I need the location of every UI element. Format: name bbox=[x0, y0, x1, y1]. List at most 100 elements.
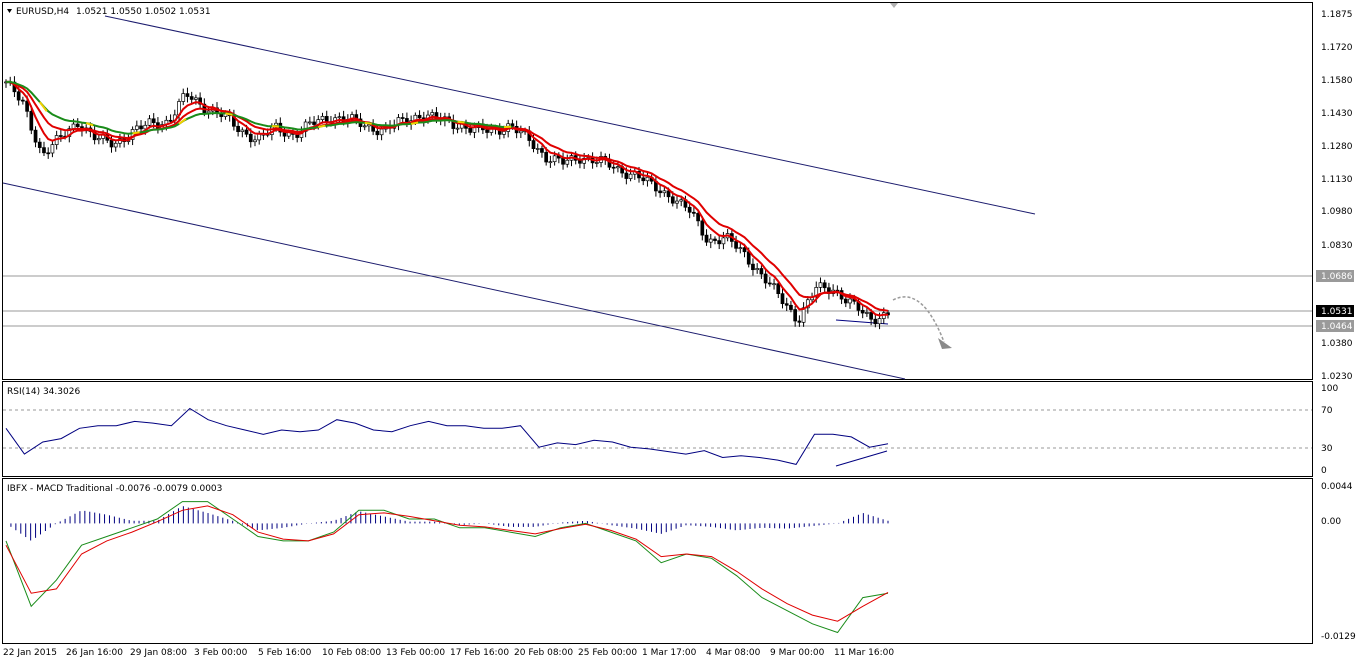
candle-body bbox=[152, 119, 155, 123]
candle-body bbox=[114, 143, 117, 147]
candle-body bbox=[709, 239, 712, 242]
candle-body bbox=[739, 248, 742, 249]
candle-body bbox=[768, 283, 771, 284]
candle-body bbox=[823, 283, 826, 288]
ma-yellow-dash bbox=[458, 122, 465, 123]
candle-body bbox=[418, 115, 421, 118]
price-tick: 1.1430 bbox=[1321, 109, 1353, 119]
candle-body bbox=[874, 319, 877, 324]
candle-body bbox=[148, 119, 151, 126]
time-axis: 22 Jan 2015 26 Jan 16:00 29 Jan 08:00 3 … bbox=[3, 648, 894, 658]
candle-body bbox=[675, 201, 678, 203]
time-tick: 4 Mar 08:00 bbox=[706, 648, 761, 658]
candle-body bbox=[705, 235, 708, 242]
candle-body bbox=[849, 299, 852, 303]
candle-body bbox=[718, 241, 721, 244]
time-tick: 5 Feb 16:00 bbox=[258, 648, 312, 658]
candle-body bbox=[789, 305, 792, 309]
candle-body bbox=[190, 97, 193, 100]
rsi-divergence-line[interactable] bbox=[836, 451, 887, 466]
candle-body bbox=[140, 126, 143, 129]
candle-body bbox=[667, 191, 670, 197]
candle-body bbox=[321, 116, 324, 119]
price-badge-text: 1.0464 bbox=[1321, 322, 1353, 332]
candle-body bbox=[380, 129, 383, 135]
ma-yellow-dash bbox=[40, 102, 47, 111]
chart-menu-triangle-icon[interactable] bbox=[7, 9, 12, 13]
macd-signal-line bbox=[6, 506, 888, 621]
ma-red-fast-line bbox=[6, 82, 888, 316]
rsi-tick: 30 bbox=[1321, 444, 1333, 454]
candle-body bbox=[110, 140, 113, 147]
shift-marker-icon[interactable] bbox=[890, 3, 898, 8]
candle-body bbox=[17, 92, 20, 100]
candle-body bbox=[241, 130, 244, 132]
candle-body bbox=[363, 126, 366, 127]
candle-body bbox=[338, 117, 341, 118]
channel-upper-line[interactable] bbox=[105, 16, 1035, 214]
time-tick: 25 Feb 00:00 bbox=[578, 648, 637, 658]
candle-body bbox=[735, 241, 738, 248]
forecast-arrow-path bbox=[893, 297, 944, 342]
candle-body bbox=[870, 312, 873, 319]
candle-body bbox=[680, 200, 683, 201]
candle-body bbox=[785, 304, 788, 306]
candle-body bbox=[764, 274, 767, 283]
candle-body bbox=[401, 118, 404, 119]
candle-body bbox=[536, 148, 539, 149]
candle-body bbox=[182, 94, 185, 102]
price-badge-text: 1.0531 bbox=[1321, 307, 1353, 317]
candle-body bbox=[194, 98, 197, 100]
ma-yellow-dash bbox=[411, 123, 418, 124]
candle-body bbox=[616, 167, 619, 168]
time-tick: 9 Mar 00:00 bbox=[770, 648, 825, 658]
candle-body bbox=[562, 158, 565, 164]
candle-body bbox=[34, 130, 37, 142]
macd-main-line bbox=[6, 502, 888, 633]
candle-body bbox=[819, 283, 822, 288]
candle-body bbox=[502, 131, 505, 134]
candle-body bbox=[540, 148, 543, 152]
candle-body bbox=[743, 248, 746, 252]
candle-body bbox=[59, 136, 62, 137]
candle-body bbox=[756, 268, 759, 269]
candlestick-series bbox=[5, 76, 890, 329]
candle-body bbox=[781, 294, 784, 304]
candle-body bbox=[38, 142, 41, 147]
time-tick: 3 Feb 00:00 bbox=[194, 648, 248, 658]
price-tick: 1.1875 bbox=[1321, 10, 1353, 20]
rsi-line bbox=[6, 409, 888, 465]
candle-body bbox=[865, 312, 868, 313]
candle-body bbox=[642, 178, 645, 181]
candle-body bbox=[325, 116, 328, 121]
candle-body bbox=[258, 134, 261, 140]
macd-tick: -0.0129 bbox=[1321, 632, 1356, 642]
candle-body bbox=[376, 131, 379, 135]
candle-body bbox=[186, 94, 189, 97]
candle-body bbox=[688, 207, 691, 212]
candle-body bbox=[473, 128, 476, 133]
candle-body bbox=[135, 126, 138, 130]
candle-body bbox=[663, 191, 666, 193]
candle-body bbox=[72, 124, 75, 129]
candle-body bbox=[42, 148, 45, 153]
time-tick: 13 Feb 00:00 bbox=[386, 648, 445, 658]
time-tick: 1 Mar 17:00 bbox=[642, 648, 697, 658]
ma-yellow-dash bbox=[365, 123, 372, 124]
ma-yellow-dash bbox=[318, 126, 325, 127]
ma-yellow-dash bbox=[86, 123, 93, 125]
candle-body bbox=[313, 122, 316, 125]
candle-body bbox=[861, 310, 864, 313]
price-tick: 1.0230 bbox=[1321, 372, 1353, 382]
candle-body bbox=[553, 156, 556, 162]
time-tick: 26 Jan 16:00 bbox=[66, 648, 123, 658]
price-tick: 1.0380 bbox=[1321, 339, 1353, 349]
candle-body bbox=[701, 221, 704, 235]
candle-body bbox=[431, 113, 434, 116]
candle-body bbox=[612, 167, 615, 168]
candle-body bbox=[469, 128, 472, 132]
candle-body bbox=[97, 138, 100, 139]
candle-body bbox=[578, 160, 581, 163]
